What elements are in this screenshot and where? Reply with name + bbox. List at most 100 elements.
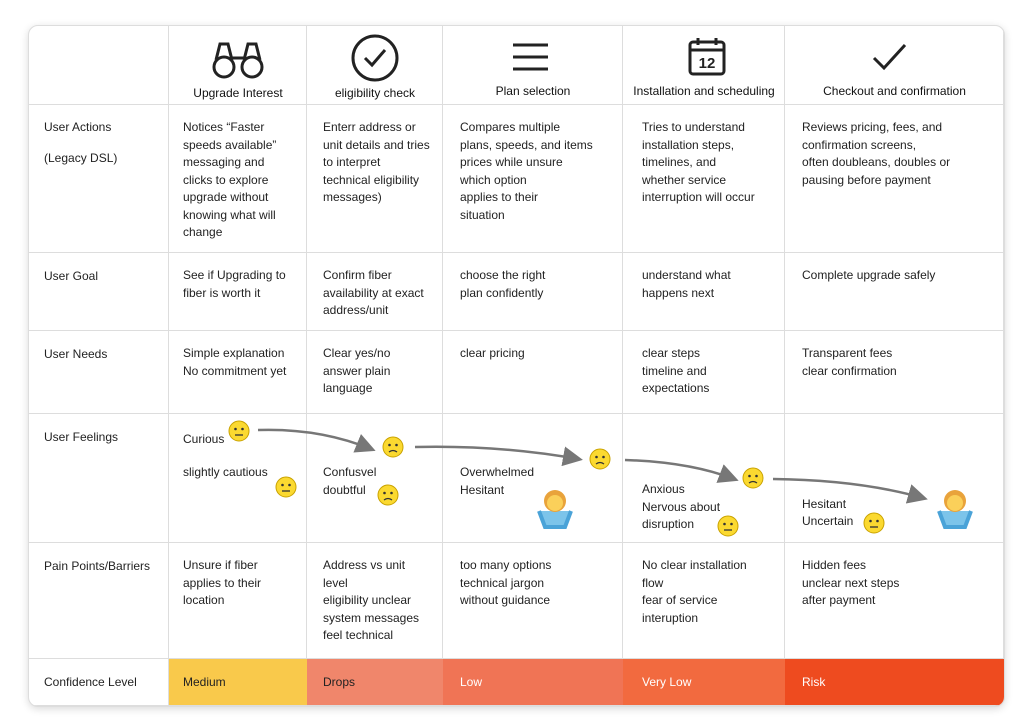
emoji-part [602,455,605,459]
cell-text: answer plain [323,363,391,378]
cell-text: interuption [642,610,699,625]
cell-text: Simple explanation [183,346,285,360]
cell-text: expectations [642,381,710,395]
table-cell [307,414,443,543]
cell-text: fear of service [642,593,718,607]
cell-text: Unsure if fiber [183,558,258,572]
cell-text: choose the right [460,268,546,282]
emoji-part [234,427,237,431]
cell-text: level [323,575,348,590]
cell-text: Notices “Faster [183,120,265,134]
confidence-cell [307,659,443,706]
emoji-part [755,474,758,478]
table-cell [307,253,443,331]
table-cell [623,105,785,253]
cell-text: happens next [642,285,715,300]
table-cell [443,543,623,659]
confidence-cell [443,659,623,706]
cell-text: knowing what will [183,207,276,222]
cell-text: flow [642,575,664,590]
cell-text: applies to their [460,190,539,204]
cell-text: language [323,381,373,395]
column-title: Plan selection [495,84,571,98]
table-cell [443,414,623,543]
emoji-part [748,480,758,484]
cell-text: applies to their [183,575,262,590]
cell-text: Transparent fees [802,346,893,360]
emoji-part [869,519,872,523]
header-cell [29,26,169,105]
cell-text: timeline and [642,363,707,378]
cell-text: Confirm fiber [323,268,392,282]
icons [212,34,907,82]
cell-text: too many options [460,558,552,572]
cell-text: to interpret [323,155,381,169]
emoji-person [537,510,573,529]
cell-text: Hesitant [460,483,505,497]
table-cell [29,414,169,543]
cell-text: whether service [642,172,727,187]
cell-text: Address vs unit [323,558,406,572]
cell-text: slightly cautious [183,465,268,479]
table-cell [169,331,307,414]
table-cell [785,543,1004,659]
emoji-part [723,522,726,526]
emoji-part [730,522,733,526]
header-cell [169,26,307,105]
column-title: Upgrade Interest [193,86,283,100]
cell-text: speeds available” [183,137,277,152]
cell-text: system messages [323,610,420,625]
cell-text: fiber is worth it [183,285,261,300]
emoji-part [876,519,879,523]
table-cell [307,105,443,253]
table-cell [29,659,169,706]
cell-text: upgrade without [183,190,269,204]
table-cell [785,414,1004,543]
emoji-part [589,448,611,470]
cell-text: unclear next steps [802,575,900,590]
cell-text: Overwhelmed [460,465,535,479]
row-label: Confidence Level [44,675,137,689]
cell-text: location [183,593,225,607]
table-cell [307,543,443,659]
cell-text: See if Upgrading to [183,268,286,282]
cell-text: Anxious [642,482,685,496]
table-cell [307,331,443,414]
table-cell [623,331,785,414]
emoji-person [937,510,973,529]
header-cell [307,26,443,105]
cell-text: after payment [802,593,876,607]
emoji-part [388,449,398,453]
table-cell [169,105,307,253]
table-cell [29,105,169,253]
emoji-part [395,443,398,447]
confidence-cell [169,659,307,706]
cell-text: address/unit [323,303,389,317]
cell-text: technical eligibility [323,172,420,187]
cell-text: disruption [642,517,695,531]
cell-text: situation [460,207,505,222]
cell-text: pausing before payment [802,172,931,187]
header-cell [443,26,623,105]
cell-text: availability at exact [323,285,424,300]
cell-text: confirmation screens, [802,137,917,152]
table-cell [443,331,623,414]
calendar-day: 12 [699,55,716,72]
cell-text: unit details and tries [323,137,430,152]
column-title: Installation and scheduling [633,84,775,98]
emoji-part [383,491,386,495]
feeling-arrows [257,428,928,504]
table-cell [785,105,1004,253]
header-cell [785,26,1004,105]
cell-text: No clear installation [642,558,747,572]
column-title: eligibility check [334,86,416,100]
confidence-label: Drops [323,675,356,689]
table-cell [29,331,169,414]
cell-text: Reviews pricing, fees, and [802,120,943,134]
cell-text: clear pricing [460,346,525,360]
table-cell [169,414,307,543]
cell-text: No commitment yet [183,363,287,378]
table-cell [29,543,169,659]
